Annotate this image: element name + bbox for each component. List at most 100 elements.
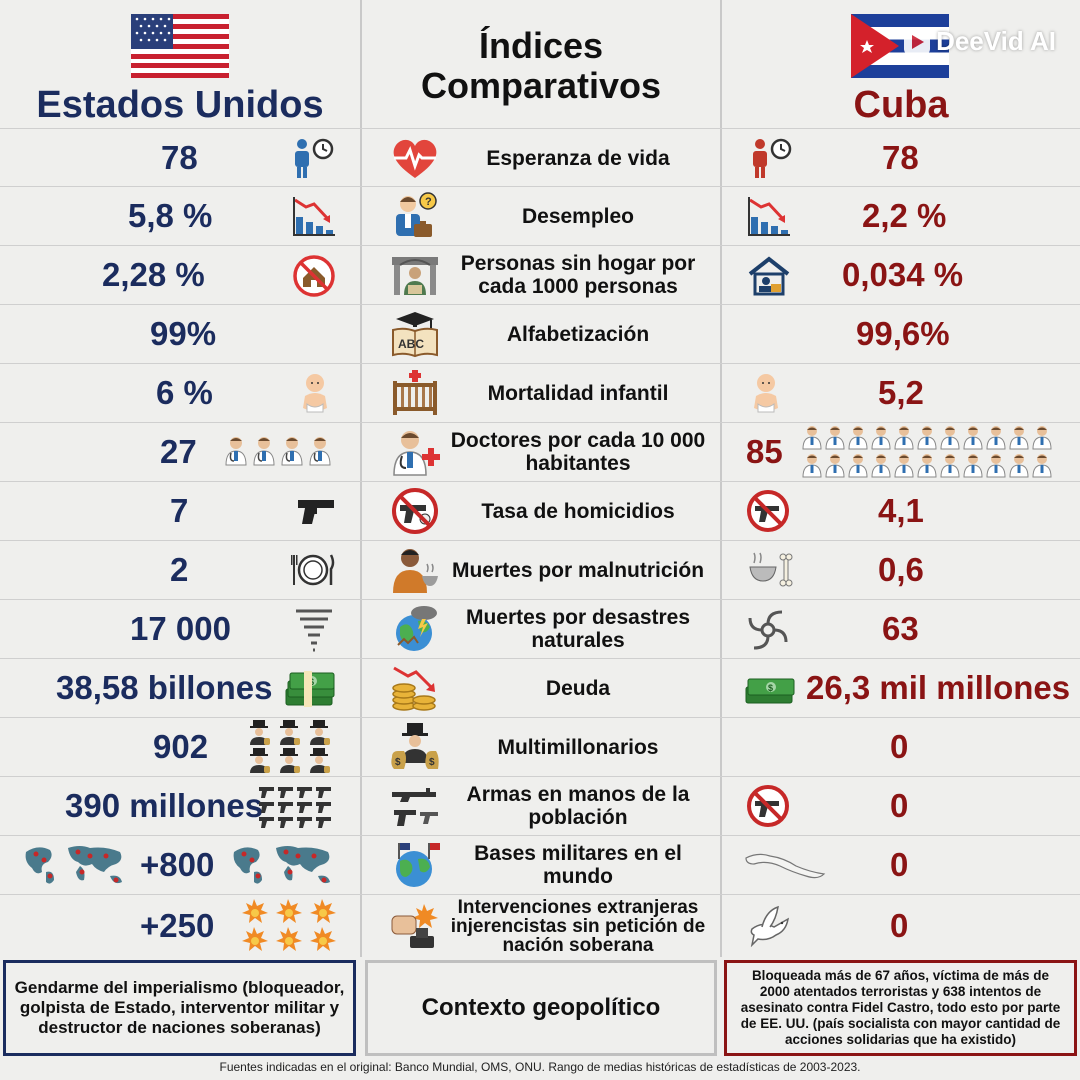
cuba-value: 0,034 % [842, 256, 964, 293]
homeless-person-icon [390, 251, 440, 299]
us-value: 78 [161, 139, 198, 176]
person-clock-icon [748, 137, 794, 179]
table-row: 902 $ $ Multimillonarios 0 [0, 718, 1080, 776]
cuba-title: Cuba [853, 84, 949, 126]
indicator-label: Desempleo [521, 204, 635, 228]
indicator-label: Esperanza de vida [486, 146, 670, 170]
row-divider [0, 245, 1080, 246]
plate-cutlery-icon [290, 551, 336, 589]
baby-icon [297, 372, 333, 416]
table-row: 5,8 % ? Desempleo 2,2 % [0, 187, 1080, 245]
sources-note: Fuentes indicadas en el original: Banco … [219, 1060, 861, 1074]
row-divider [0, 363, 1080, 364]
table-row: 390 millones Armas en manos de la poblac… [0, 777, 1080, 835]
indicator-label: Tasa de homicidios [481, 499, 675, 523]
cuba-value: 26,3 mil millones [806, 669, 1071, 706]
us-title: Estados Unidos [36, 84, 324, 126]
watermark: DeeVid AI [904, 26, 1056, 57]
heart-pulse-icon [390, 134, 440, 182]
row-divider [0, 776, 1080, 777]
guns-icon [390, 782, 440, 830]
us-value: 2,28 % [102, 256, 205, 293]
billionaires-group-icon [248, 720, 336, 774]
us-value: 7 [170, 492, 189, 529]
doctor-icon [390, 428, 440, 476]
row-divider [0, 717, 1080, 718]
no-home-icon [292, 254, 336, 298]
cuba-value: 85 [746, 433, 783, 470]
cuba-value: 0 [890, 846, 909, 883]
svg-text:$: $ [395, 757, 401, 768]
row-divider [0, 422, 1080, 423]
us-header: Estados Unidos [0, 0, 360, 128]
indicator-label: Mortalidad infantil [487, 381, 669, 405]
svg-text:$: $ [768, 683, 773, 693]
us-value: 17 000 [130, 610, 231, 647]
us-value: 99% [150, 315, 217, 352]
indicator-label: Muertes por desastres naturales [465, 606, 691, 652]
cuba-value: 5,2 [878, 374, 924, 411]
indicator-label: Alfabetización [506, 322, 650, 346]
money-stack-icon: $ [284, 667, 336, 709]
table-row: 99% ABC Alfabetización 99,6% [0, 305, 1080, 363]
us-value: +250 [140, 907, 215, 944]
indicator-label: Muertes por malnutrición [451, 558, 705, 582]
table-row: 2,28 % Personas sin hogar por cada 1000 … [0, 246, 1080, 304]
row-divider [0, 835, 1080, 836]
svg-text:?: ? [425, 196, 432, 208]
doctors-group-icon [802, 425, 1078, 479]
cuba-value: 0 [890, 728, 909, 765]
cuba-value: 0,6 [878, 551, 924, 588]
table-row: 6 % Mortalidad infantil 5,2 [0, 364, 1080, 422]
no-gun-icon [746, 784, 790, 828]
abc-book-icon: ABC [390, 310, 440, 358]
table-row: 38,58 billones $ Deuda $ 26,3 mil millon… [0, 659, 1080, 717]
us-value: 6 % [156, 374, 213, 411]
money-stack-icon: $ [744, 671, 796, 705]
row-divider [0, 658, 1080, 659]
dove-icon [748, 905, 792, 947]
indicator-label: Armas en manos de la población [466, 783, 690, 829]
chart-down-icon [747, 195, 791, 237]
bowl-bone-icon [746, 551, 796, 589]
table-row: 27 Doctores por cada 10 000 habitantes 8… [0, 423, 1080, 481]
indicator-label: Bases militares en el mundo [474, 842, 682, 888]
natural-disaster-icon [390, 605, 440, 653]
cuba-value: 4,1 [878, 492, 924, 529]
unemployed-person-icon: ? [390, 192, 440, 240]
table-row: +800 Bases militares en el mundo 0 [0, 836, 1080, 894]
us-value: 2 [170, 551, 189, 588]
page-title: Índices Comparativos [362, 26, 720, 106]
comparison-header: Índices Comparativos [362, 0, 720, 128]
indicator-label: Personas sin hogar por cada 1000 persona… [460, 252, 696, 298]
us-value: +800 [140, 846, 215, 883]
context-title-box: Contexto geopolítico [365, 960, 717, 1056]
column-divider [720, 0, 722, 957]
cuba-header: DeeVid AI Cuba [722, 0, 1080, 128]
globe-flags-icon [390, 841, 440, 889]
table-row: 7 Tasa de homicidios 4,1 [0, 482, 1080, 540]
doctors-group-icon [224, 435, 336, 467]
row-divider [0, 894, 1080, 895]
world-map-pins-icon [20, 842, 130, 888]
pistols-group-icon [258, 785, 336, 829]
cuba-value: 2,2 % [862, 197, 947, 234]
shelter-home-icon [747, 256, 791, 296]
person-clock-icon [290, 137, 336, 179]
row-divider [0, 304, 1080, 305]
cuba-value: 63 [882, 610, 919, 647]
svg-text:ABC: ABC [398, 337, 424, 351]
world-map-pins-icon [228, 842, 338, 888]
indicator-label: Intervenciones extranjeras injerencistas… [450, 896, 706, 956]
page-title-line2: Comparativos [420, 65, 662, 106]
us-flag-icon [131, 14, 229, 78]
tornado-icon [294, 606, 334, 652]
watermark-text: DeeVid AI [936, 26, 1056, 56]
cuba-value: 0 [890, 787, 909, 824]
us-value: 390 millones [65, 787, 264, 824]
explosions-group-icon [242, 899, 336, 953]
cuba-context-box: Bloqueada más de 67 años, víctima de más… [724, 960, 1077, 1056]
billionaire-icon: $ $ [390, 723, 440, 771]
no-gun-icon [390, 487, 440, 535]
